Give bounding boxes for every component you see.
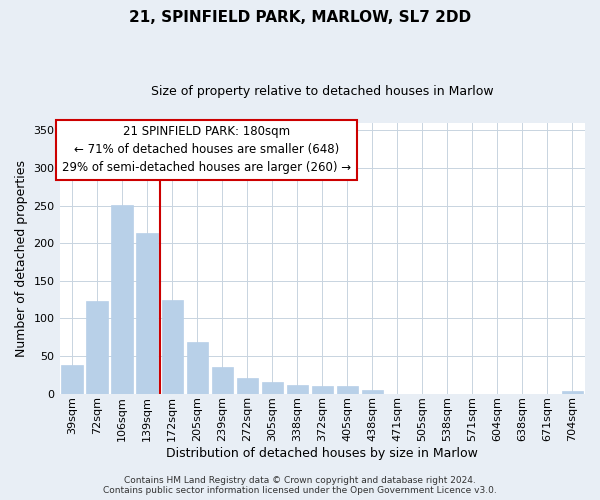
Bar bbox=[287, 384, 308, 394]
Bar bbox=[86, 301, 108, 394]
Bar bbox=[362, 390, 383, 394]
Bar bbox=[187, 342, 208, 394]
X-axis label: Distribution of detached houses by size in Marlow: Distribution of detached houses by size … bbox=[166, 447, 478, 460]
Text: Contains HM Land Registry data © Crown copyright and database right 2024.
Contai: Contains HM Land Registry data © Crown c… bbox=[103, 476, 497, 495]
Bar bbox=[236, 378, 258, 394]
Title: Size of property relative to detached houses in Marlow: Size of property relative to detached ho… bbox=[151, 85, 494, 98]
Bar bbox=[61, 365, 83, 394]
Bar bbox=[311, 386, 333, 394]
Text: 21, SPINFIELD PARK, MARLOW, SL7 2DD: 21, SPINFIELD PARK, MARLOW, SL7 2DD bbox=[129, 10, 471, 25]
Y-axis label: Number of detached properties: Number of detached properties bbox=[15, 160, 28, 356]
Bar bbox=[262, 382, 283, 394]
Bar bbox=[337, 386, 358, 394]
Bar bbox=[112, 205, 133, 394]
Bar bbox=[161, 300, 183, 394]
Bar bbox=[212, 367, 233, 394]
Text: 21 SPINFIELD PARK: 180sqm
← 71% of detached houses are smaller (648)
29% of semi: 21 SPINFIELD PARK: 180sqm ← 71% of detac… bbox=[62, 126, 351, 174]
Bar bbox=[136, 234, 158, 394]
Bar bbox=[562, 390, 583, 394]
